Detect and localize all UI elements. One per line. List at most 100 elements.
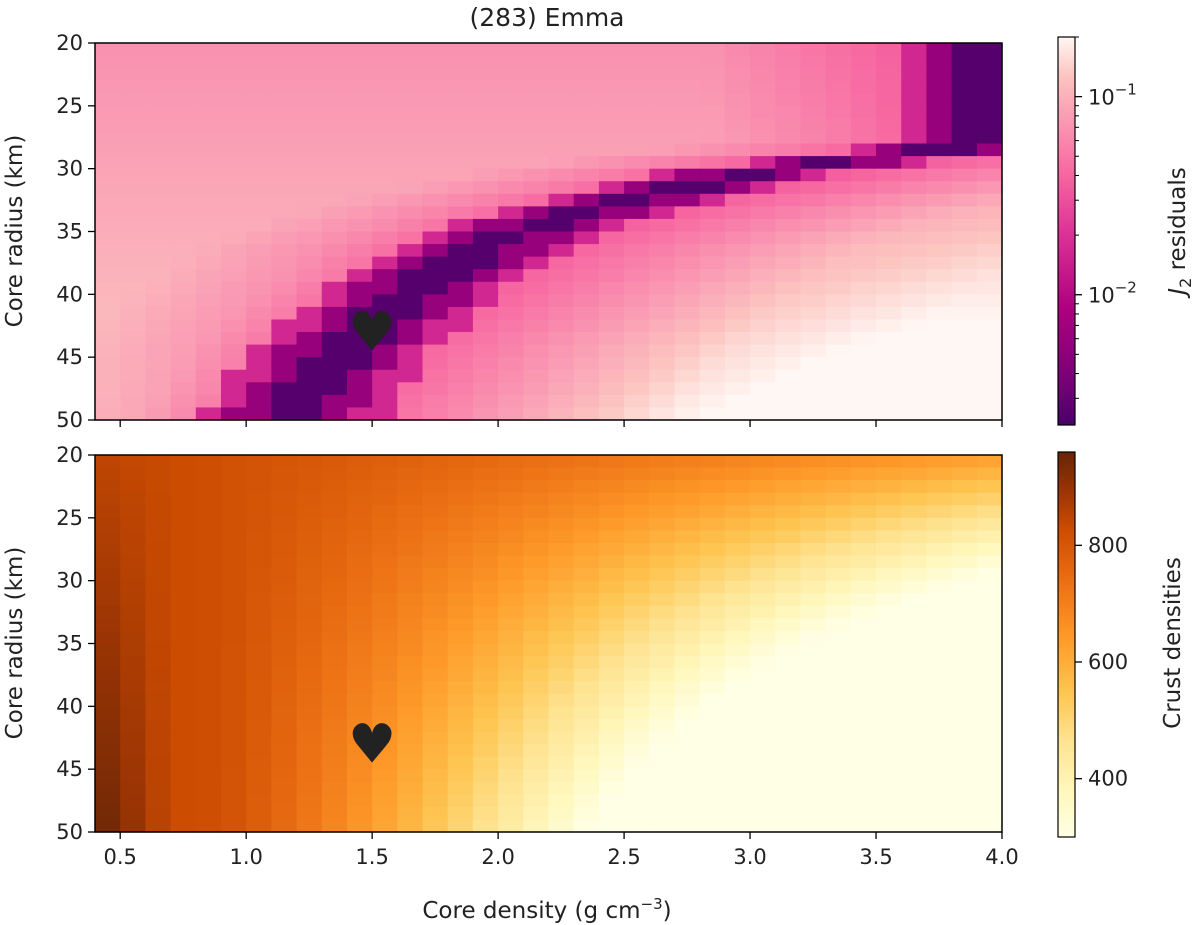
bottom-heatmap-cell <box>271 668 298 682</box>
bottom-heart-marker: ♥ <box>348 713 396 776</box>
bottom-heatmap-cell <box>850 769 877 783</box>
bottom-heatmap-cell <box>598 731 625 745</box>
bottom-heatmap-cell <box>649 718 676 733</box>
bottom-heatmap-cell <box>649 819 676 833</box>
bottom-heatmap-cell <box>800 769 827 783</box>
top-heatmap-cell <box>397 306 424 321</box>
bottom-heatmap-cell <box>447 769 474 783</box>
bottom-heatmap-cell <box>447 693 474 707</box>
top-heatmap-cell <box>95 206 121 220</box>
bottom-heatmap-cell <box>498 530 524 544</box>
bottom-heatmap-cell <box>926 744 953 758</box>
bottom-heatmap-cell <box>246 693 272 707</box>
bottom-heatmap-cell <box>246 630 272 645</box>
bottom-heatmap-cell <box>120 693 146 707</box>
bottom-heatmap-cell <box>674 593 701 607</box>
top-heatmap-cell <box>825 332 852 346</box>
bottom-heatmap-cell <box>800 794 827 808</box>
top-heatmap-cell <box>271 156 298 170</box>
bottom-heatmap-cell <box>447 630 474 645</box>
bottom-heatmap-cell <box>372 455 398 469</box>
bottom-heatmap-cell <box>825 480 852 494</box>
top-heatmap-cell <box>800 407 827 421</box>
top-heatmap-cell <box>346 130 373 145</box>
top-heatmap-cell <box>876 294 902 308</box>
top-heatmap-cell <box>271 231 298 245</box>
bottom-heatmap-cell <box>674 794 701 808</box>
bottom-heatmap-cell <box>649 630 676 645</box>
top-heatmap-cell <box>220 344 247 358</box>
top-heatmap-cell <box>598 407 625 421</box>
crust-colorbar-label: Crust densities <box>1160 557 1186 729</box>
bottom-heatmap-cell <box>523 668 550 682</box>
bottom-heatmap-cell <box>674 555 701 569</box>
bottom-heatmap-cell <box>699 593 726 607</box>
top-heatmap-cell <box>195 93 222 107</box>
top-heatmap-cell <box>321 130 348 145</box>
bottom-heatmap-cell <box>220 618 247 632</box>
bottom-heatmap-cell <box>775 794 802 808</box>
bottom-heatmap-cell <box>422 517 449 531</box>
bottom-heatmap-cell <box>170 794 197 808</box>
top-heatmap-cell <box>624 181 650 195</box>
bottom-heatmap-cell <box>145 555 172 569</box>
top-heatmap-cell <box>447 306 474 321</box>
bottom-heatmap-cell <box>472 819 499 833</box>
bottom-heatmap-cell <box>170 542 197 557</box>
bottom-heatmap-cell <box>674 605 701 619</box>
bottom-heatmap-cell <box>220 455 247 469</box>
top-heatmap-cell <box>120 55 146 69</box>
top-heatmap-cell <box>598 281 625 295</box>
bottom-heatmap-cell <box>472 643 499 657</box>
bottom-heatmap-cell <box>523 681 550 695</box>
bottom-heatmap-cell <box>246 756 272 770</box>
bottom-heatmap-cell <box>271 794 298 808</box>
bottom-heatmap-cell <box>321 505 348 519</box>
bottom-heatmap-cell <box>447 530 474 544</box>
bottom-heatmap-cell <box>246 744 272 758</box>
top-heatmap-cell <box>901 394 928 409</box>
top-heatmap-cell <box>674 156 701 170</box>
bottom-heatmap-cell <box>346 593 373 607</box>
bottom-heatmap-cell <box>220 555 247 569</box>
top-heatmap-cell <box>573 256 600 270</box>
bottom-heatmap-cell <box>598 681 625 695</box>
bottom-heatmap-cell <box>951 693 978 707</box>
top-heatmap-cell <box>573 306 600 321</box>
bottom-heatmap-cell <box>573 706 600 720</box>
bottom-heatmap-cell <box>271 492 298 506</box>
top-heatmap-cell <box>951 55 978 69</box>
bottom-heatmap-cell <box>926 756 953 770</box>
bottom-heatmap-cell <box>422 605 449 619</box>
bottom-heatmap-cell <box>472 517 499 531</box>
bottom-heatmap-cell <box>800 455 827 469</box>
top-heatmap-cell <box>699 43 726 57</box>
bottom-heatmap-cell <box>296 681 323 695</box>
bottom-heatmap-cell <box>296 568 323 582</box>
bottom-heatmap-cell <box>624 718 650 733</box>
top-heatmap-cell <box>850 93 877 107</box>
top-heatmap-cell <box>573 93 600 107</box>
bottom-heatmap-cell <box>397 794 424 808</box>
top-heatmap-cell <box>523 43 550 57</box>
bottom-heatmap-cell <box>372 819 398 833</box>
bottom-heatmap-cell <box>624 467 650 481</box>
bottom-heatmap-cell <box>724 505 751 519</box>
bottom-heatmap-cell <box>800 819 827 833</box>
top-heatmap-cell <box>901 156 928 170</box>
top-heatmap-cell <box>901 218 928 233</box>
top-heatmap-cell <box>674 269 701 283</box>
bottom-heatmap-cell <box>976 455 1003 469</box>
bottom-heatmap-cell <box>346 769 373 783</box>
bottom-heatmap-cell <box>901 568 928 582</box>
top-heatmap-cell <box>775 193 802 207</box>
top-heatmap-cell <box>321 55 348 69</box>
bottom-heatmap-cell <box>498 756 524 770</box>
bottom-heatmap-cell <box>775 467 802 481</box>
bottom-heatmap-cell <box>926 593 953 607</box>
bottom-heatmap-cell <box>775 555 802 569</box>
bottom-heatmap-cell <box>825 744 852 758</box>
bottom-heatmap-cell <box>850 542 877 557</box>
bottom-heatmap-cell <box>220 467 247 481</box>
bottom-y-axis-label: Core radius (km) <box>2 547 28 740</box>
